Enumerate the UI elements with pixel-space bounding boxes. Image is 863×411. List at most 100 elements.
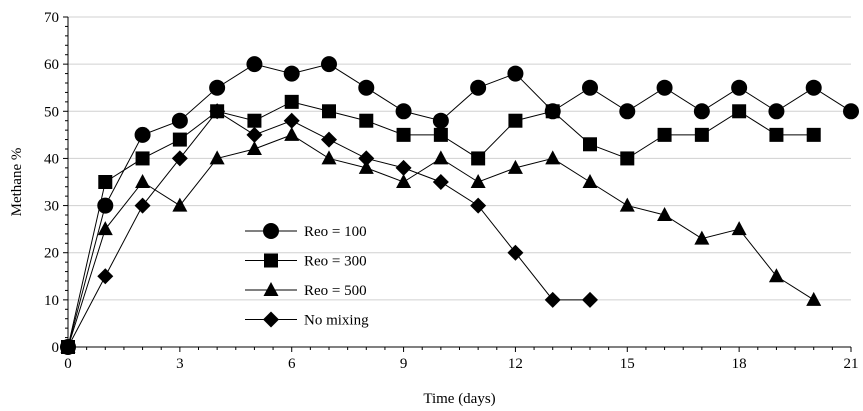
data-point-circle (731, 79, 748, 96)
x-tick-label: 15 (620, 356, 635, 372)
data-point-circle (134, 126, 151, 143)
y-tick-labels: 0 10 20 30 40 50 60 70 (44, 10, 59, 356)
data-point-square (135, 151, 150, 166)
y-tick-label: 40 (44, 151, 59, 167)
data-point-diamond (432, 174, 449, 190)
x-tick-label: 0 (64, 356, 72, 372)
series-diamond (60, 103, 598, 355)
legend-label: Reo = 300 (304, 254, 367, 270)
data-point-diamond (321, 131, 337, 148)
data-point-square (471, 151, 486, 166)
data-point-diamond (582, 291, 598, 308)
y-tick-label: 50 (44, 104, 59, 120)
y-tick-label: 10 (44, 293, 59, 309)
data-point-square (508, 113, 523, 128)
data-point-diamond (507, 244, 524, 261)
legend-marker-triangle (263, 282, 279, 296)
data-point-triangle (507, 159, 523, 174)
legend-item-circle: Reo = 100 (245, 223, 367, 240)
data-point-square (98, 175, 113, 189)
data-point-triangle (358, 159, 374, 174)
data-point-triangle (694, 230, 710, 245)
data-point-triangle (657, 207, 673, 221)
data-point-square (322, 104, 336, 119)
x-tick-label: 9 (400, 356, 408, 372)
data-point-diamond (283, 112, 300, 129)
data-point-triangle (619, 197, 635, 212)
axes (63, 16, 852, 352)
y-tick-label: 20 (44, 246, 59, 262)
data-point-diamond (470, 197, 487, 214)
x-tick-label: 12 (508, 356, 523, 372)
legend-marker-diamond (263, 311, 279, 328)
data-point-circle (209, 79, 226, 96)
data-point-square (545, 104, 560, 119)
data-point-circle (432, 112, 449, 129)
legend-label: No mixing (304, 313, 369, 329)
x-tick-label: 3 (176, 356, 184, 372)
data-point-square (694, 127, 709, 142)
legend-label: Reo = 500 (304, 283, 367, 299)
data-point-circle (283, 65, 300, 82)
legend-label: Reo = 100 (304, 224, 367, 240)
data-point-triangle (246, 141, 262, 155)
data-point-circle (171, 112, 188, 129)
legend-item-diamond: No mixing (245, 311, 369, 329)
data-point-diamond (544, 291, 561, 308)
data-point-circle (843, 103, 859, 120)
data-point-circle (470, 79, 487, 96)
data-point-diamond (171, 150, 188, 167)
grid-lines (68, 16, 851, 301)
y-tick-label: 0 (52, 340, 60, 356)
data-point-square (657, 127, 672, 142)
data-point-triangle (545, 150, 561, 165)
data-point-circle (395, 103, 412, 120)
data-point-diamond (395, 159, 412, 176)
series-circle (60, 56, 859, 355)
data-point-circle (321, 56, 337, 73)
legend-item-triangle: Reo = 500 (245, 282, 367, 299)
data-point-triangle (209, 150, 225, 165)
data-point-diamond (209, 103, 226, 120)
data-point-square (620, 151, 635, 166)
data-point-circle (246, 56, 263, 73)
data-point-circle (805, 79, 822, 96)
data-point-square (247, 113, 262, 128)
data-point-square (769, 127, 784, 142)
data-point-square (583, 137, 597, 152)
data-point-triangle (97, 221, 113, 236)
data-point-diamond (358, 150, 375, 167)
data-point-triangle (172, 197, 188, 212)
data-point-circle (619, 103, 636, 120)
x-tick-labels: 0 3 6 9 12 15 18 21 (64, 356, 858, 372)
y-tick-label: 30 (44, 199, 59, 215)
data-point-diamond (60, 339, 76, 355)
data-point-square (172, 132, 187, 147)
data-point-square (396, 127, 411, 142)
data-point-triangle (582, 174, 598, 188)
data-point-triangle (284, 126, 300, 141)
data-point-triangle (433, 150, 449, 165)
data-point-diamond (97, 268, 114, 285)
data-point-square (433, 127, 448, 142)
data-point-triangle (470, 174, 486, 188)
data-point-diamond (134, 197, 151, 214)
data-point-circle (768, 103, 785, 120)
series-square (61, 94, 821, 354)
data-point-circle (656, 79, 673, 96)
x-axis-title: Time (days) (423, 391, 495, 407)
data-point-triangle (731, 221, 747, 236)
legend-item-square: Reo = 300 (245, 253, 367, 270)
data-point-triangle (768, 268, 784, 283)
legend: Reo = 100 Reo = 300 Reo = 500 No mixing (245, 223, 369, 329)
data-point-square (806, 127, 821, 142)
data-point-circle (358, 79, 375, 96)
y-tick-label: 60 (44, 57, 59, 73)
data-point-triangle (396, 174, 412, 188)
data-point-triangle (321, 150, 337, 165)
data-point-square (359, 113, 374, 128)
x-tick-label: 21 (844, 356, 859, 372)
x-tick-label: 18 (732, 356, 747, 372)
legend-marker-circle (263, 223, 279, 239)
